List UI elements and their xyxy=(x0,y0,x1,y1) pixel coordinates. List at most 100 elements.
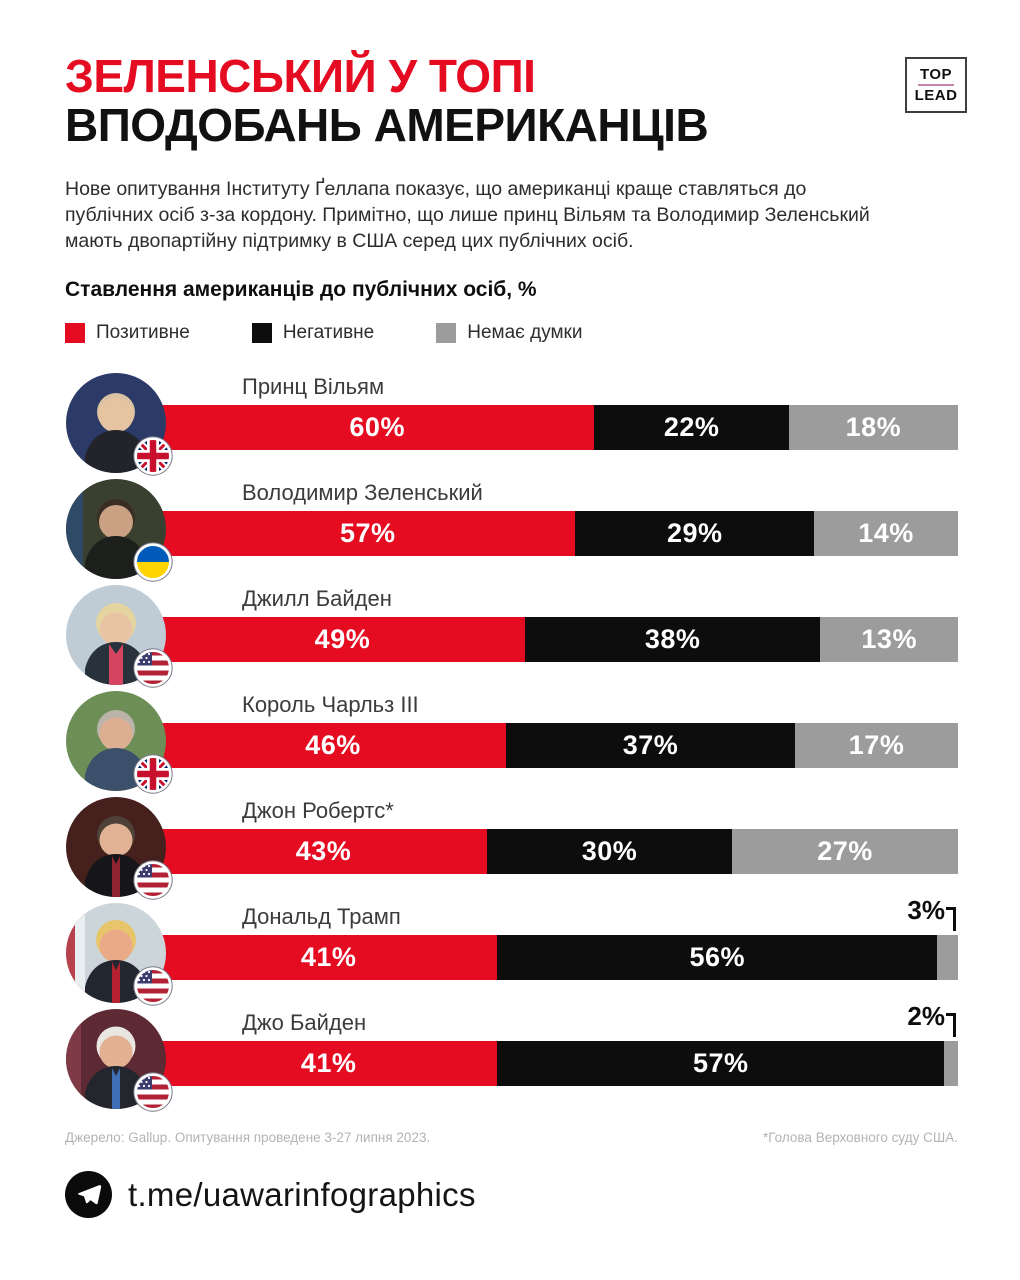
bar-segment-negative: 29% xyxy=(575,511,815,556)
segment-value-label: 46% xyxy=(305,730,361,760)
segment-value-label: 56% xyxy=(689,942,746,972)
bar-rows: Принц Вільям 60% 22% 18% xyxy=(65,372,958,1114)
segment-value-label: 57% xyxy=(339,518,396,548)
intro-paragraph: Нове опитування Інституту Ґеллапа показу… xyxy=(65,178,870,252)
stacked-bar: 41% 56% xyxy=(160,935,958,980)
bar-row-king-charles: Король Чарльз III 46% 37% 17% xyxy=(65,690,958,796)
uk-flag-icon xyxy=(133,436,173,476)
bar-row-zelensky: Володимир Зеленський 57% 29% 14% xyxy=(65,478,958,584)
bar-segment-negative: 30% xyxy=(487,829,732,874)
bar-segment-negative: 37% xyxy=(505,723,796,768)
bar-segment-no-opinion: 14% xyxy=(814,511,958,556)
segment-value-label: 18% xyxy=(845,412,902,442)
person-name: Володимир Зеленський xyxy=(242,480,483,505)
us-flag-icon xyxy=(133,1072,173,1112)
legend-item-no-opinion: Немає думки xyxy=(436,322,583,344)
asterisk-note: *Голова Верховного суду США. xyxy=(763,1130,958,1145)
row-content: Принц Вільям 60% 22% 18% xyxy=(160,372,958,450)
person-name: Король Чарльз III xyxy=(242,692,419,717)
outside-value-label: 2% xyxy=(907,1001,945,1031)
stacked-bar: 43% 30% 27% xyxy=(160,829,958,874)
callout-connector xyxy=(946,1013,956,1037)
chart-legend: Позитивне Негативне Немає думки xyxy=(65,322,958,344)
person-photo-icon xyxy=(66,373,166,473)
bar-row-donald-trump: Дональд Трамп 3% 41% 56% xyxy=(65,896,958,1008)
person-name: Джон Робертс* xyxy=(242,798,394,823)
row-content: Джо Байден 2% 41% 57% xyxy=(160,1002,958,1086)
segment-value-label: 57% xyxy=(692,1048,749,1078)
bar-segment-no-opinion: 13% xyxy=(820,617,958,662)
bar-segment-no-opinion xyxy=(937,935,958,980)
stacked-bar: 57% 29% 14% xyxy=(160,511,958,556)
stacked-bar: 46% 37% 17% xyxy=(160,723,958,768)
stacked-bar: 49% 38% 13% xyxy=(160,617,958,662)
title-line-black: ВПОДОБАНЬ АМЕРИКАНЦІВ xyxy=(65,99,709,151)
row-content: Джон Робертс* 43% 30% 27% xyxy=(160,796,958,874)
segment-value-label: 22% xyxy=(663,412,720,442)
source-note: Джерело: Gallup. Опитування проведене 3-… xyxy=(65,1130,431,1145)
bar-segment-negative: 38% xyxy=(524,617,821,662)
bar-segment-positive: 57% xyxy=(160,511,576,556)
telegram-icon xyxy=(65,1171,112,1218)
telegram-link[interactable]: t.me/uawarinfographics xyxy=(65,1171,958,1218)
avatar-king-charles xyxy=(65,690,173,794)
telegram-handle[interactable]: t.me/uawarinfographics xyxy=(128,1175,476,1213)
legend-label: Немає думки xyxy=(467,322,583,343)
bar-row-joe-biden: Джо Байден 2% 41% 57% xyxy=(65,1002,958,1114)
segment-value-label: 49% xyxy=(314,624,371,654)
bar-segment-no-opinion xyxy=(944,1041,958,1086)
legend-item-positive: Позитивне xyxy=(65,322,190,344)
logo-word-lead: LEAD xyxy=(914,87,958,104)
bar-segment-no-opinion: 27% xyxy=(731,829,958,874)
us-flag-icon xyxy=(133,966,173,1006)
logo-divider xyxy=(918,84,954,86)
segment-value-label: 60% xyxy=(349,412,405,442)
small-value-callout: 2% xyxy=(907,1002,956,1037)
bar-segment-negative: 56% xyxy=(497,935,938,980)
legend-item-negative: Негативне xyxy=(251,322,375,344)
stacked-bar: 41% 57% xyxy=(160,1041,958,1086)
person-name: Джилл Байден xyxy=(242,586,392,611)
bar-segment-negative: 57% xyxy=(497,1041,945,1086)
footer-notes: Джерело: Gallup. Опитування проведене 3-… xyxy=(65,1130,958,1145)
segment-value-label: 27% xyxy=(817,836,873,866)
avatar-zelensky xyxy=(65,478,173,582)
avatar-prince-william xyxy=(65,372,173,476)
stacked-bar: 60% 22% 18% xyxy=(160,405,958,450)
segment-value-label: 41% xyxy=(300,942,357,972)
legend-swatch-negative xyxy=(251,323,272,343)
title-line-red: ЗЕЛЕНСЬКИЙ У ТОПІ xyxy=(65,50,536,102)
uk-flag-icon xyxy=(133,754,173,794)
avatar-donald-trump xyxy=(65,902,173,1006)
avatar-jill-biden xyxy=(65,584,173,688)
segment-value-label: 37% xyxy=(622,730,679,760)
bar-segment-positive: 41% xyxy=(160,935,498,980)
legend-label: Негативне xyxy=(282,322,375,343)
segment-value-label: 43% xyxy=(295,836,352,866)
us-flag-icon xyxy=(133,648,173,688)
bar-row-jill-biden: Джилл Байден 49% 38% 13% xyxy=(65,584,958,690)
person-name: Джо Байден xyxy=(242,1010,367,1035)
bar-segment-positive: 43% xyxy=(160,829,488,874)
bar-segment-no-opinion: 18% xyxy=(788,405,958,450)
toplead-logo: TOP LEAD xyxy=(905,57,967,113)
bar-segment-negative: 22% xyxy=(594,405,789,450)
person-name: Принц Вільям xyxy=(242,374,385,399)
segment-value-label: 29% xyxy=(666,518,723,548)
legend-swatch-no-opinion xyxy=(436,323,457,343)
legend-label: Позитивне xyxy=(96,322,190,343)
logo-word-top: TOP xyxy=(919,66,953,83)
outside-value-label: 3% xyxy=(907,895,945,925)
bar-segment-positive: 49% xyxy=(160,617,525,662)
row-content: Джилл Байден 49% 38% 13% xyxy=(160,584,958,662)
avatar-joe-biden xyxy=(65,1008,173,1112)
segment-value-label: 30% xyxy=(581,836,638,866)
callout-connector xyxy=(946,907,956,931)
legend-swatch-positive xyxy=(65,323,85,343)
bar-segment-positive: 46% xyxy=(160,723,506,768)
segment-value-label: 13% xyxy=(861,624,917,654)
small-value-callout: 3% xyxy=(907,896,956,931)
avatar-john-roberts xyxy=(65,796,173,900)
bar-segment-no-opinion: 17% xyxy=(795,723,958,768)
